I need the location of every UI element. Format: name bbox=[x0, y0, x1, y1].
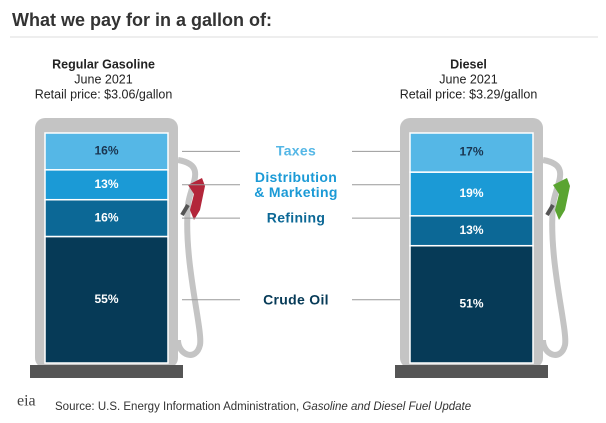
nozzle-hose bbox=[545, 203, 555, 217]
value-label: 17% bbox=[459, 145, 483, 159]
hose bbox=[175, 157, 204, 358]
segment bbox=[44, 132, 169, 171]
segment bbox=[409, 171, 534, 217]
value-label: 55% bbox=[94, 292, 118, 306]
nozzle bbox=[188, 178, 205, 220]
hose bbox=[540, 157, 569, 358]
pump-price: Retail price: $3.29/gallon bbox=[400, 87, 538, 101]
value-label: 16% bbox=[94, 144, 118, 158]
segment bbox=[44, 169, 169, 201]
value-label: 19% bbox=[459, 186, 483, 200]
source-title: Gasoline and Diesel Fuel Update bbox=[302, 401, 471, 413]
legend-label: Crude Oil bbox=[263, 291, 329, 308]
source-text: Source: U.S. Energy Information Administ… bbox=[55, 401, 302, 413]
nozzle bbox=[553, 178, 570, 220]
pump-name: Diesel bbox=[450, 57, 487, 71]
pump-date: June 2021 bbox=[439, 72, 497, 86]
segment bbox=[409, 244, 534, 364]
pump-price: Retail price: $3.06/gallon bbox=[35, 87, 173, 101]
segment bbox=[44, 235, 169, 364]
value-label: 51% bbox=[459, 297, 483, 311]
logo: eia bbox=[17, 393, 36, 410]
value-label: 13% bbox=[94, 177, 118, 191]
segment bbox=[409, 132, 534, 173]
chart-title: What we pay for in a gallon of: bbox=[12, 10, 272, 30]
legend-label: Taxes bbox=[275, 142, 317, 159]
legend-label: Refining bbox=[266, 209, 326, 226]
pump-date: June 2021 bbox=[74, 72, 132, 86]
legend-label: Distribution & Marketing bbox=[254, 168, 338, 200]
pump-name: Regular Gasoline bbox=[52, 57, 155, 71]
value-label: 13% bbox=[459, 223, 483, 237]
value-label: 16% bbox=[94, 210, 118, 224]
pump-base bbox=[30, 365, 183, 378]
nozzle-hose bbox=[180, 203, 190, 217]
segment bbox=[44, 198, 169, 238]
pump-base bbox=[395, 365, 548, 378]
source: Source: U.S. Energy Information Administ… bbox=[55, 401, 471, 413]
